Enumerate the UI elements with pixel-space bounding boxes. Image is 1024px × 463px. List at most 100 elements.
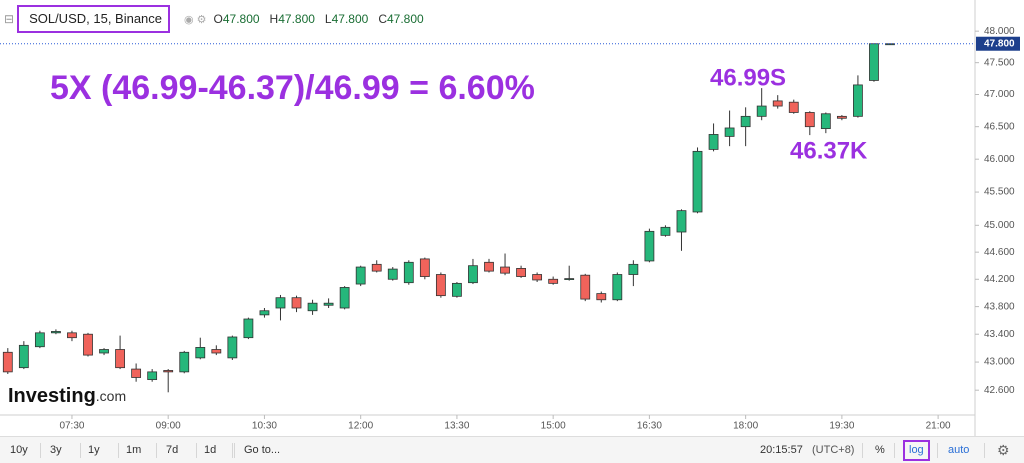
candle-body [211,349,222,354]
candle-body [67,332,77,339]
auto-toggle[interactable]: auto [948,444,970,456]
candle-body [612,274,623,301]
candle-body [419,258,430,277]
candle-body [147,371,158,381]
separator [984,443,985,458]
range-button[interactable]: 3y [50,444,62,456]
separator [156,443,157,458]
annotation-low: 46.37K [790,137,868,164]
candle-body [371,263,382,272]
x-tick-label: 12:00 [348,421,373,432]
ohlc-key: C [378,12,387,26]
separator [862,443,863,458]
candle-body [580,274,591,300]
candle-body [676,210,687,233]
y-tick-label: 44.200 [984,274,1015,285]
candle-body [516,268,526,277]
annotation-high: 46.99S [710,64,786,91]
candle-body [644,230,655,262]
candle-body [628,263,639,275]
ohlc-key: O [213,12,223,26]
logo-suffix: .com [96,388,126,404]
y-tick-label: 47.500 [984,57,1015,68]
settings-icon[interactable]: ⚙ [997,442,1010,458]
x-tick-label: 16:30 [637,421,662,432]
candle-body [869,43,879,81]
range-button[interactable]: 1y [88,444,100,456]
candle-body [724,127,735,137]
y-tick-label: 46.000 [984,154,1015,165]
candle-body [452,282,462,297]
candle-body [307,302,318,312]
bottom-toolbar: Go to... 20:15:57 (UTC+8) % log auto ⚙ 1… [0,436,1024,463]
candle-body [853,84,863,117]
last-price-label: 47.800 [984,38,1015,49]
candle-body [548,278,559,284]
goto-button[interactable]: Go to... [244,444,281,456]
collapse-icon[interactable]: ⊟ [4,12,15,26]
candle-body [564,278,575,280]
header-icons[interactable]: ◉⚙ [184,13,210,26]
x-tick-label: 09:00 [156,421,181,432]
symbol-label[interactable]: SOL/USD, 15, Binance [17,5,171,33]
y-tick-label: 43.000 [984,357,1015,368]
ohlc-values: O47.800 H47.800 L47.800 C47.800 [214,12,424,26]
candle-body [179,351,190,373]
logo-name: Investing [8,385,96,407]
y-tick-label: 45.500 [984,187,1015,198]
separator [196,443,197,458]
y-tick-label: 43.800 [984,301,1015,312]
candle-body [163,370,174,373]
annotation-formula: 5X (46.99-46.37)/46.99 = 6.60% [50,69,535,107]
candle-body [51,331,61,334]
separator [80,443,81,458]
candle-body [468,265,478,284]
candle-body [323,302,334,306]
y-tick-label: 45.000 [984,220,1015,231]
candle-body [18,344,29,369]
candle-body [772,100,783,107]
candle-body [708,134,719,150]
candle-body [403,261,414,284]
ohlc-item: C47.800 [378,12,423,26]
x-tick-label: 18:00 [733,421,758,432]
candle-body [339,287,350,309]
candle-body [195,347,206,359]
candle-body [355,266,366,285]
candle-body [259,310,270,316]
x-tick-label: 21:00 [926,421,951,432]
candle-body [2,351,13,373]
candle-body [387,268,398,280]
ohlc-item: O47.800 [214,12,260,26]
ohlc-value: 47.800 [222,12,260,26]
range-button[interactable]: 1d [204,444,217,456]
candle-body [275,297,286,309]
ohlc-value: 47.800 [386,12,424,26]
y-tick-label: 46.500 [984,121,1015,132]
y-tick-label: 44.600 [984,247,1015,258]
candle-body [500,266,510,274]
log-toggle[interactable]: log [903,440,930,461]
y-tick-label: 43.400 [984,329,1015,340]
last-price-box [976,36,1020,51]
timezone[interactable]: (UTC+8) [812,444,855,456]
y-tick-label: 48.000 [984,26,1015,37]
ohlc-key: L [324,12,332,26]
candle-body [788,101,799,113]
range-button[interactable]: 7d [166,444,179,456]
x-tick-label: 13:30 [444,421,469,432]
y-tick-label: 47.000 [984,89,1015,100]
candle-body [740,115,751,128]
range-button[interactable]: 10y [10,444,28,456]
candle-body [435,274,446,297]
range-button[interactable]: 1m [126,444,142,456]
separator [234,443,235,458]
separator [894,443,895,458]
x-tick-label: 10:30 [252,421,277,432]
candle-body [820,113,831,130]
x-tick-label: 15:00 [541,421,566,432]
chart-header: ⊟ SOL/USD, 15, Binance ◉⚙ O47.800 H47.800… [4,5,424,33]
plot-area [0,0,975,415]
percent-toggle[interactable]: % [875,444,885,456]
candle-body [83,333,93,356]
